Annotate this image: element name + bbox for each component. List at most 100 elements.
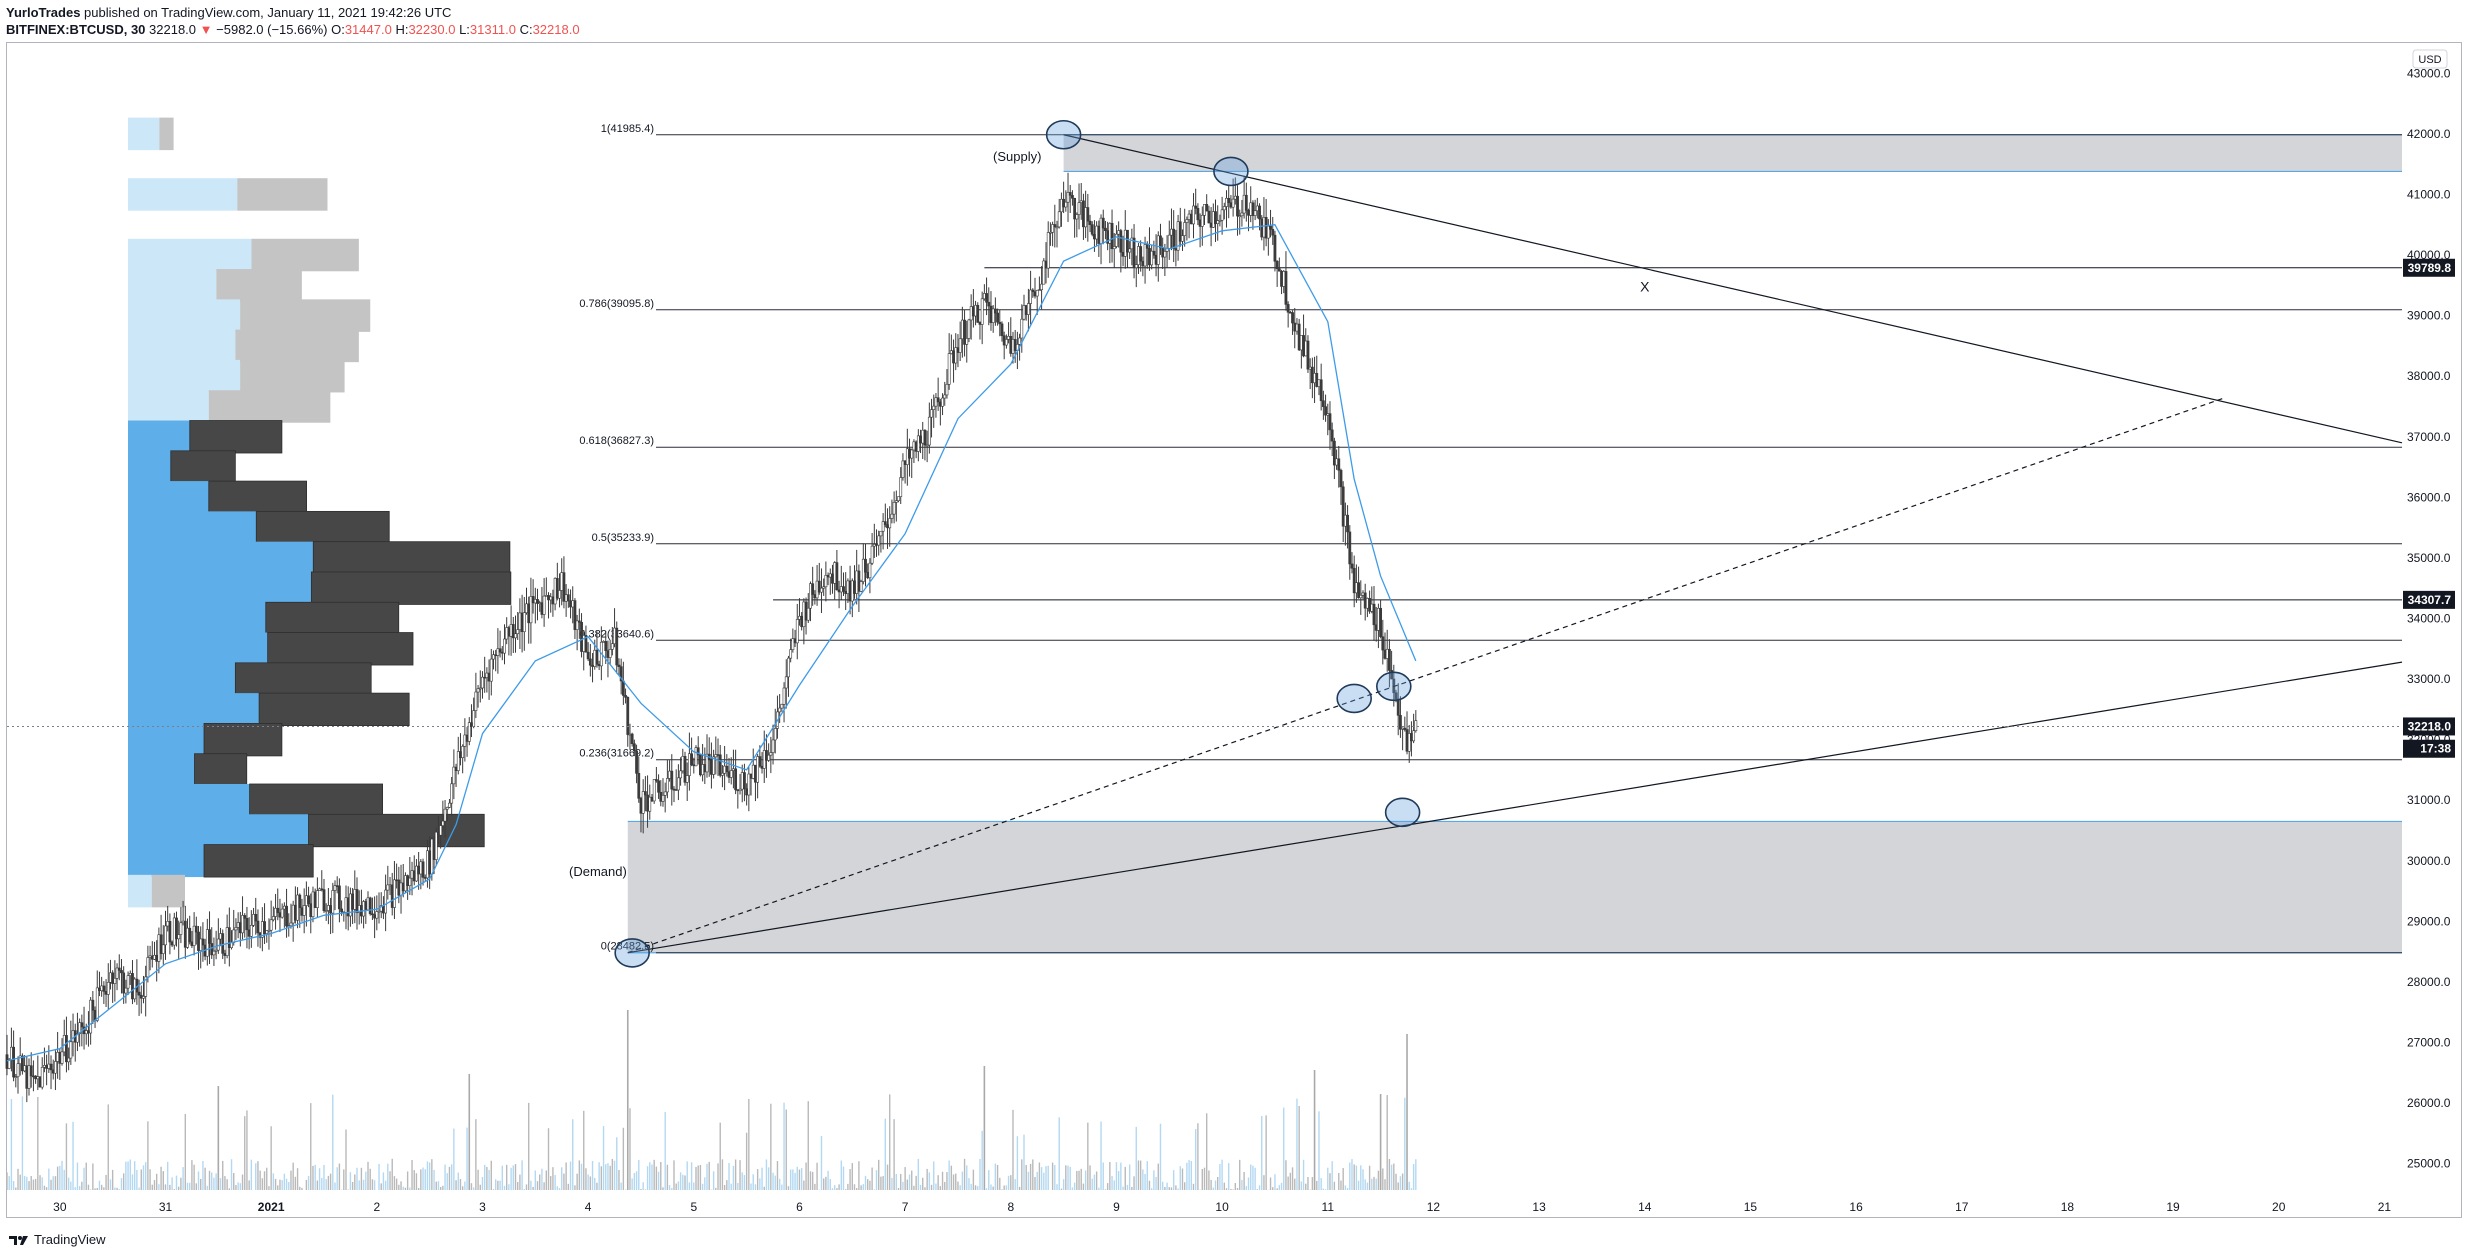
price-axis[interactable]: 25000.0 26000.0 27000.0 28000.0 29000.0 30000… xyxy=(2407,49,2451,1171)
candle-body xyxy=(529,596,533,624)
candle-body xyxy=(335,885,339,887)
candle-body xyxy=(1231,198,1235,208)
candle-body xyxy=(443,808,447,822)
candle-body xyxy=(525,603,528,613)
zones-layer xyxy=(627,134,2402,954)
price-tag-text: 39789.8 xyxy=(2408,261,2452,275)
price-tag-text: 17:38 xyxy=(2420,742,2451,756)
candle-body xyxy=(949,350,953,354)
candle-body xyxy=(102,985,106,992)
candle-body xyxy=(320,888,324,891)
candle-body xyxy=(1060,198,1063,213)
candle-body xyxy=(989,305,993,323)
candle-body xyxy=(980,298,984,325)
candle-body xyxy=(340,908,343,913)
candle-body xyxy=(1280,270,1283,287)
candle-body xyxy=(478,687,482,690)
candle-body xyxy=(569,600,572,608)
candle-body xyxy=(824,575,828,588)
candle-body xyxy=(351,893,355,910)
candles xyxy=(5,172,1418,1103)
candle-body xyxy=(291,904,295,924)
trendlines[interactable] xyxy=(627,134,2403,954)
candle-body xyxy=(762,750,766,769)
profile-down-bar xyxy=(265,601,400,636)
published-text: published on TradingView.com, January 11… xyxy=(84,5,452,20)
moving-average xyxy=(6,224,1417,1062)
low-value: 31311.0 xyxy=(469,22,516,37)
candle-body xyxy=(150,955,154,960)
candle-body xyxy=(784,676,788,689)
time-axis[interactable]: 30 31 2021 2 3 4 5 6 7 8 9 10 11 12 13 14 15 16 17 18 19 20 21 xyxy=(53,1200,2391,1214)
fib-level-label: 1(41985.4) xyxy=(601,123,654,135)
candle-body xyxy=(560,572,564,591)
candle-body xyxy=(1365,598,1369,609)
candle-body xyxy=(1075,214,1079,220)
candle-body xyxy=(161,944,165,954)
candle-body xyxy=(888,518,892,529)
candle-body xyxy=(322,889,326,911)
candle-body xyxy=(397,879,401,896)
horizontal-levels[interactable] xyxy=(773,267,2402,601)
candle-body xyxy=(1310,366,1314,384)
candle-body xyxy=(1377,607,1380,631)
candle-body xyxy=(1183,222,1187,236)
last-price: 32218.0 xyxy=(149,22,197,37)
touch-circle xyxy=(1384,797,1421,828)
candle-body xyxy=(1247,210,1250,216)
candle-body xyxy=(1249,202,1253,216)
profile-down-bar xyxy=(312,541,511,575)
candle-body xyxy=(500,651,504,654)
candle-body xyxy=(626,697,630,735)
candle-body xyxy=(1233,195,1237,200)
candle-body xyxy=(1229,202,1233,208)
touch-circles[interactable] xyxy=(614,119,1421,968)
candle-body xyxy=(16,1063,20,1077)
candle-body xyxy=(1412,730,1416,742)
candle-body xyxy=(34,1075,38,1080)
x-tick-label: 4 xyxy=(585,1200,592,1214)
candle-body xyxy=(947,353,951,385)
candle-body xyxy=(1053,224,1057,228)
footer-brand[interactable]: TradingView xyxy=(8,1231,106,1249)
candle-body xyxy=(1148,248,1151,266)
candle-body xyxy=(166,921,170,927)
candle-body xyxy=(806,607,810,621)
candle-body xyxy=(122,972,126,994)
candle-body xyxy=(393,879,396,908)
candle-body xyxy=(514,633,517,639)
candle-body xyxy=(459,751,462,759)
y-tick-label: 34000.0 xyxy=(2407,612,2451,626)
profile-down-bar xyxy=(234,662,372,696)
author-name[interactable]: YurloTrades xyxy=(6,5,81,20)
profile-down-bar xyxy=(310,571,512,605)
candle-body xyxy=(503,638,506,654)
profile-up-bar xyxy=(128,723,204,756)
candle-body xyxy=(401,882,405,892)
candle-body xyxy=(188,927,192,943)
candle-body xyxy=(696,747,700,756)
supply-zone xyxy=(1063,134,2402,172)
candle-body xyxy=(1264,217,1268,239)
candle-body xyxy=(298,894,302,909)
candle-body xyxy=(1163,251,1167,258)
candle-body xyxy=(866,571,870,579)
candle-body xyxy=(175,917,178,940)
candle-body xyxy=(1227,197,1231,203)
candle-body xyxy=(1410,733,1413,742)
candle-body xyxy=(837,589,841,593)
candle-body xyxy=(1374,624,1378,631)
candle-body xyxy=(672,788,676,791)
candle-body xyxy=(956,347,960,353)
profile-up-bar xyxy=(128,814,309,847)
candle-body xyxy=(362,901,366,917)
candle-body xyxy=(883,521,887,525)
candle-body xyxy=(754,764,757,783)
profile-up-bar xyxy=(128,329,236,363)
candle-body xyxy=(1196,208,1200,221)
symbol-name[interactable]: BITFINEX:BTCUSD, 30 xyxy=(6,22,146,37)
candle-body xyxy=(472,710,476,727)
x-tick-label: 18 xyxy=(2061,1200,2075,1214)
candle-body xyxy=(952,350,955,364)
